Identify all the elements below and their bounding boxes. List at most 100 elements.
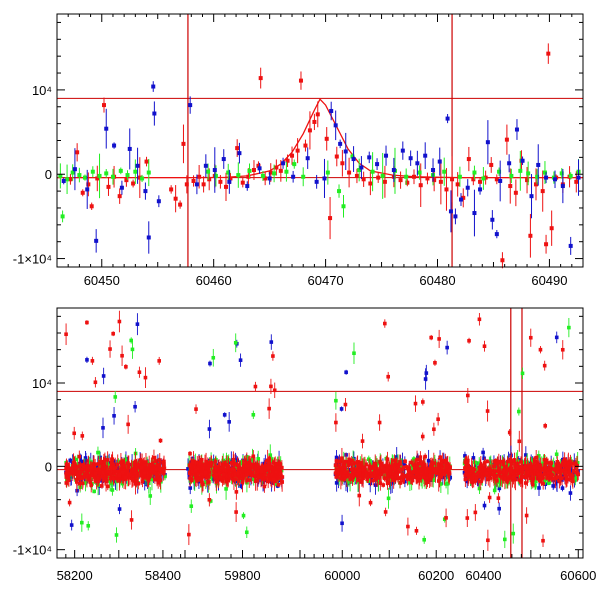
green-marker (272, 171, 277, 176)
blue-point (465, 179, 470, 197)
blue-point (101, 417, 105, 439)
red-point (178, 200, 183, 209)
green-marker (58, 173, 63, 178)
red-point (144, 156, 149, 167)
blue-point (568, 236, 573, 255)
red-marker (75, 150, 80, 155)
green-point (133, 159, 138, 184)
red-marker (129, 473, 134, 477)
red-marker (500, 258, 505, 263)
blue-point (485, 120, 490, 165)
red-marker (120, 470, 125, 475)
red-marker (218, 179, 223, 184)
green-point (247, 163, 252, 179)
blue-marker (478, 187, 483, 192)
red-marker (259, 469, 264, 474)
red-marker (157, 458, 162, 462)
blue-marker (553, 177, 558, 182)
red-marker (251, 168, 256, 173)
blue-marker (520, 158, 525, 163)
season-0 (64, 310, 167, 543)
red-marker (312, 119, 317, 124)
red-point (438, 159, 443, 205)
red-marker (234, 490, 239, 494)
red-marker (94, 471, 98, 476)
red-marker (222, 468, 227, 473)
red-marker (111, 464, 116, 468)
red-marker (134, 463, 139, 468)
red-point (276, 459, 281, 475)
red-point (203, 468, 208, 478)
red-point (86, 172, 91, 197)
red-point (260, 462, 265, 472)
red-point (199, 465, 204, 483)
red-marker (226, 464, 231, 469)
red-point (295, 138, 300, 164)
red-marker (117, 319, 122, 324)
red-point (150, 469, 155, 475)
red-marker (246, 470, 250, 474)
blue-marker (403, 479, 407, 484)
red-marker (118, 476, 122, 480)
top-panel: 60450 60460 60470 60480 60490 10⁴ 0 -1×10⁴ (13, 13, 584, 288)
blue-marker (391, 168, 396, 173)
red-point (89, 473, 94, 478)
red-marker (233, 477, 238, 482)
red-marker (268, 170, 273, 175)
red-marker (101, 470, 105, 475)
blue-marker (494, 232, 499, 237)
red-marker (89, 483, 94, 487)
red-marker (549, 226, 554, 231)
red-point (235, 470, 240, 477)
blue-marker (334, 481, 339, 485)
red-marker (244, 464, 249, 468)
green-marker (114, 533, 119, 537)
red-point (248, 458, 252, 476)
blue-point (560, 168, 565, 204)
red-marker (100, 484, 104, 488)
green-marker (334, 398, 338, 403)
red-point (139, 464, 144, 471)
red-point (117, 470, 122, 480)
red-marker (260, 465, 265, 469)
red-point (267, 455, 272, 463)
red-marker (249, 462, 253, 467)
red-point (101, 465, 105, 480)
blue-marker (507, 161, 512, 166)
red-point (120, 465, 125, 481)
red-marker (340, 161, 345, 166)
green-marker (90, 169, 95, 174)
red-marker (223, 184, 228, 189)
red-point (226, 459, 230, 477)
red-marker (196, 475, 201, 480)
red-marker (162, 469, 166, 474)
green-point (337, 184, 342, 198)
red-marker (303, 143, 308, 148)
green-point (444, 479, 448, 489)
blue-point (267, 172, 272, 185)
red-marker (194, 407, 198, 411)
blue-point (384, 145, 389, 166)
blue-point (119, 180, 124, 195)
red-marker (471, 177, 476, 182)
red-marker (211, 473, 216, 478)
blue-marker (338, 141, 343, 146)
blue-marker (101, 374, 106, 378)
red-point (74, 462, 79, 474)
blue-marker (208, 361, 212, 366)
red-marker (104, 479, 108, 483)
blue-marker (544, 175, 549, 180)
blue-marker (104, 126, 109, 131)
red-point (244, 462, 249, 469)
green-marker (113, 395, 118, 399)
red-point (528, 213, 533, 258)
blue-point (281, 157, 286, 169)
red-point (173, 185, 178, 213)
green-point (114, 527, 119, 543)
red-marker (117, 473, 122, 478)
green-point (357, 158, 362, 182)
green-marker (245, 455, 250, 459)
red-marker (494, 177, 499, 182)
red-point (72, 426, 77, 440)
red-point (494, 174, 499, 185)
